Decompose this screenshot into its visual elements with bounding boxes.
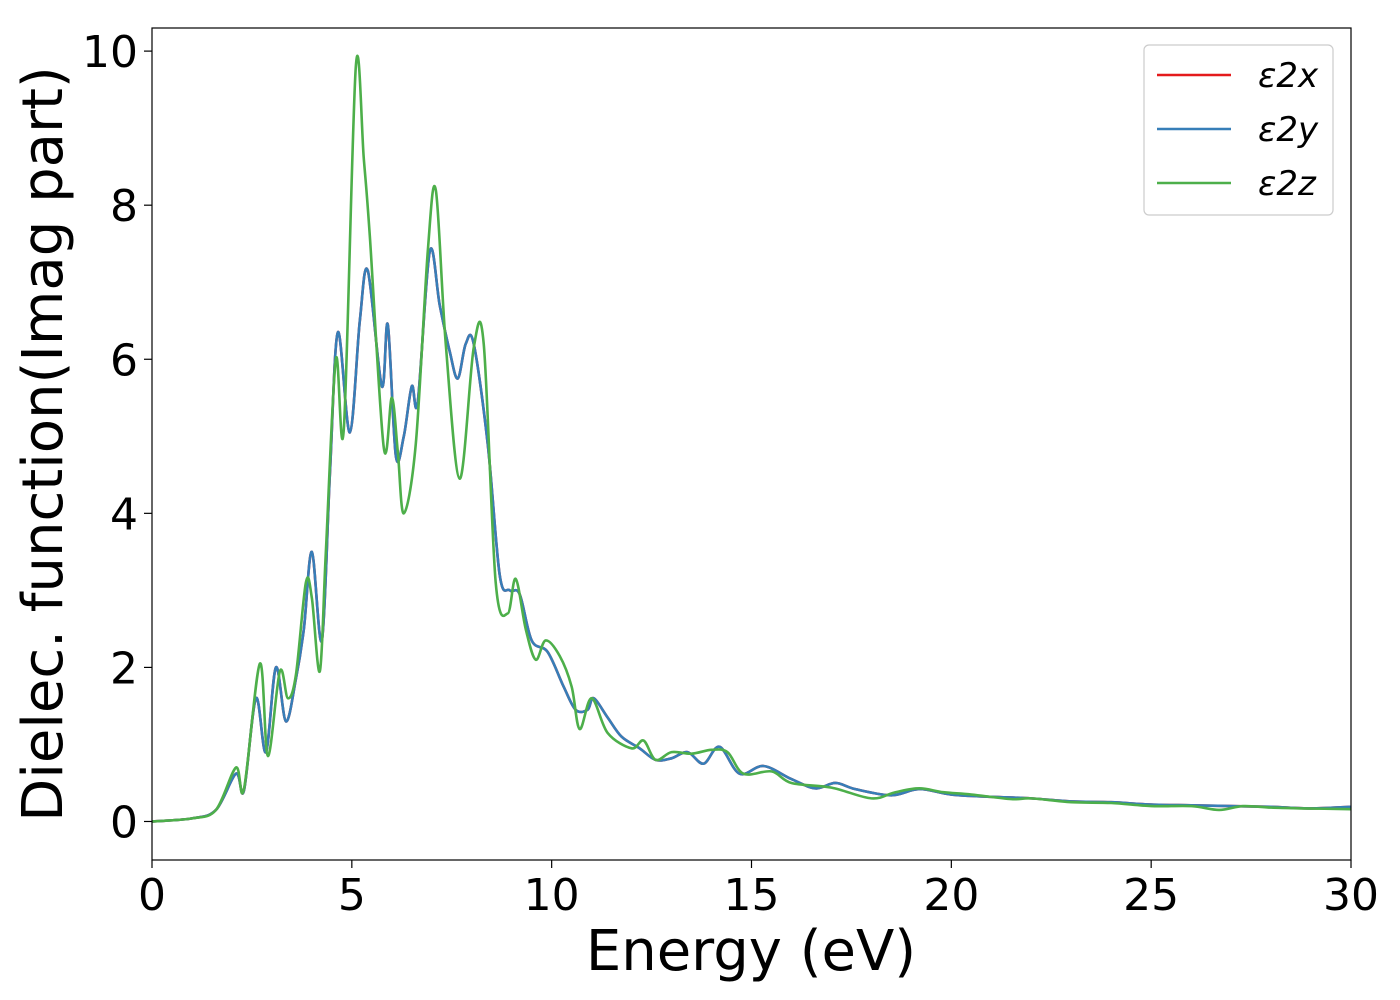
x-axis-label: Energy (eV) xyxy=(586,919,916,984)
series-line-1 xyxy=(151,247,1352,823)
x-tick-label: 0 xyxy=(138,870,166,921)
series-line-2 xyxy=(151,247,1352,823)
y-axis-label: Dielec. function(Imag part) xyxy=(11,66,76,822)
legend-label-3: ε2z xyxy=(1258,164,1317,204)
x-tick-label: 15 xyxy=(724,870,780,921)
x-tick-label: 20 xyxy=(923,870,979,921)
y-tick-label: 6 xyxy=(110,335,138,386)
y-axis: 0 2 4 6 8 10 xyxy=(82,27,152,848)
y-tick-label: 2 xyxy=(110,643,138,694)
x-tick-label: 10 xyxy=(524,870,580,921)
y-tick-label: 10 xyxy=(82,27,138,78)
legend-label-1: ε2x xyxy=(1258,56,1319,96)
x-tick-label: 25 xyxy=(1123,870,1179,921)
x-tick-label: 5 xyxy=(338,870,366,921)
series-line-3 xyxy=(151,54,1352,823)
legend-label-2: ε2y xyxy=(1258,110,1319,150)
legend-frame xyxy=(1143,44,1334,216)
y-tick-label: 0 xyxy=(110,797,138,848)
legend: ε2x ε2y ε2z xyxy=(1143,44,1334,216)
y-tick-label: 4 xyxy=(110,489,138,540)
x-axis: 0 5 10 15 20 25 30 xyxy=(138,860,1379,921)
series-layer xyxy=(151,54,1352,823)
y-tick-label: 8 xyxy=(110,181,138,232)
x-tick-label: 30 xyxy=(1323,870,1379,921)
